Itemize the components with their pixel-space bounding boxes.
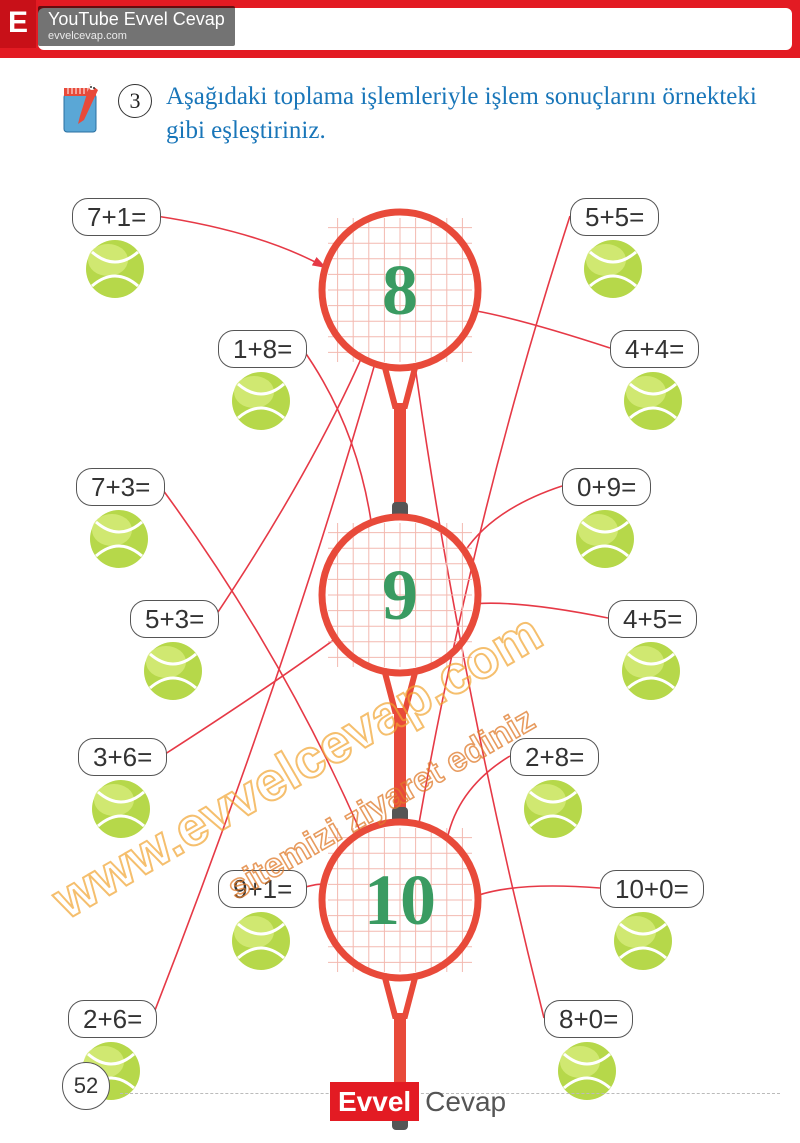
footer-brand-2: Cevap bbox=[419, 1086, 506, 1117]
equation-box: 4+4= bbox=[610, 330, 699, 368]
footer-brand-1: Evvel bbox=[330, 1082, 419, 1121]
equation-box: 1+8= bbox=[218, 330, 307, 368]
worksheet-stage: 8910 7+1= 5+5= 1+8= 4+4= 7+3= bbox=[0, 0, 800, 1130]
svg-text:8: 8 bbox=[382, 250, 418, 330]
tennis-ball-icon bbox=[84, 238, 146, 300]
equation-box: 5+5= bbox=[570, 198, 659, 236]
footer-logo: EvvelCevap bbox=[330, 1086, 506, 1118]
equation-box: 8+0= bbox=[544, 1000, 633, 1038]
equation-box: 2+6= bbox=[68, 1000, 157, 1038]
watermark: www.evvelcevap.com sitemizi ziyaret edin… bbox=[40, 420, 740, 920]
tennis-ball-icon bbox=[582, 238, 644, 300]
page-number: 52 bbox=[62, 1062, 110, 1110]
equation-box: 7+1= bbox=[72, 198, 161, 236]
